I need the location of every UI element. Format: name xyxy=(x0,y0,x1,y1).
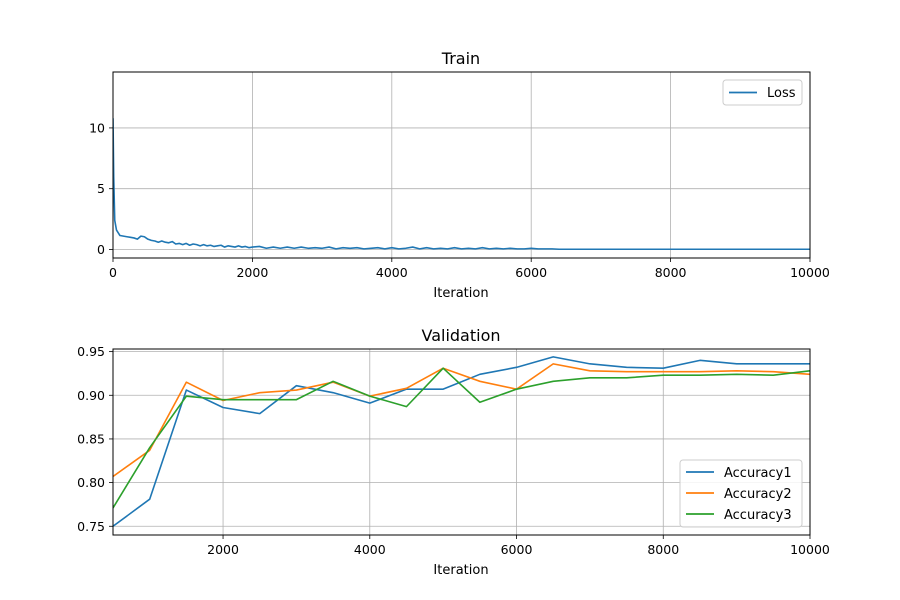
y-tick-label: 5 xyxy=(97,181,105,196)
train-frame xyxy=(112,71,811,259)
x-tick-label: 0 xyxy=(109,265,117,280)
train-plot: Train 0 2000 4000 6000 8000 10000 0 5 10 Iterat… xyxy=(89,49,830,301)
y-tick-label: 0.90 xyxy=(77,388,105,403)
series-line-accuracy3 xyxy=(113,367,810,509)
validation-series xyxy=(113,356,810,527)
x-tick-label: 6000 xyxy=(501,542,533,557)
x-tick-label: 6000 xyxy=(515,265,547,280)
train-y-ticks: 0 5 10 xyxy=(89,120,113,257)
y-tick-label: 0.95 xyxy=(77,344,105,359)
validation-x-ticks: 2000 4000 6000 8000 10000 xyxy=(207,535,830,557)
train-series xyxy=(113,118,810,251)
x-tick-label: 4000 xyxy=(376,265,408,280)
legend-label-accuracy1: Accuracy1 xyxy=(724,466,792,481)
y-tick-label: 0.80 xyxy=(77,475,105,490)
validation-plot: Validation 2000 4000 6000 8000 10000 0.75 0.8… xyxy=(77,326,830,578)
x-tick-label: 8000 xyxy=(647,542,679,557)
legend-label-accuracy3: Accuracy3 xyxy=(724,508,792,523)
validation-xlabel: Iteration xyxy=(433,563,488,578)
x-tick-label: 2000 xyxy=(236,265,268,280)
validation-y-ticks: 0.75 0.80 0.85 0.90 0.95 xyxy=(77,344,113,534)
y-tick-label: 10 xyxy=(89,120,105,135)
validation-legend: Accuracy1 Accuracy2 Accuracy3 xyxy=(679,459,803,528)
x-tick-label: 10000 xyxy=(790,542,830,557)
x-tick-label: 4000 xyxy=(354,542,386,557)
y-tick-label: 0.75 xyxy=(77,519,105,534)
x-tick-label: 8000 xyxy=(655,265,687,280)
train-title: Train xyxy=(441,49,480,68)
validation-title: Validation xyxy=(421,326,500,345)
x-tick-label: 2000 xyxy=(207,542,239,557)
train-xlabel: Iteration xyxy=(433,286,488,301)
legend-label-loss: Loss xyxy=(767,86,796,101)
x-tick-label: 10000 xyxy=(790,265,830,280)
y-tick-label: 0.85 xyxy=(77,431,105,446)
legend-label-accuracy2: Accuracy2 xyxy=(724,487,792,502)
validation-frame xyxy=(112,348,811,536)
train-legend: Loss xyxy=(722,79,803,106)
series-line-accuracy1 xyxy=(113,356,810,527)
train-x-ticks: 0 2000 4000 6000 8000 10000 xyxy=(109,258,830,280)
y-tick-label: 0 xyxy=(97,242,105,257)
series-line-loss xyxy=(113,118,810,251)
